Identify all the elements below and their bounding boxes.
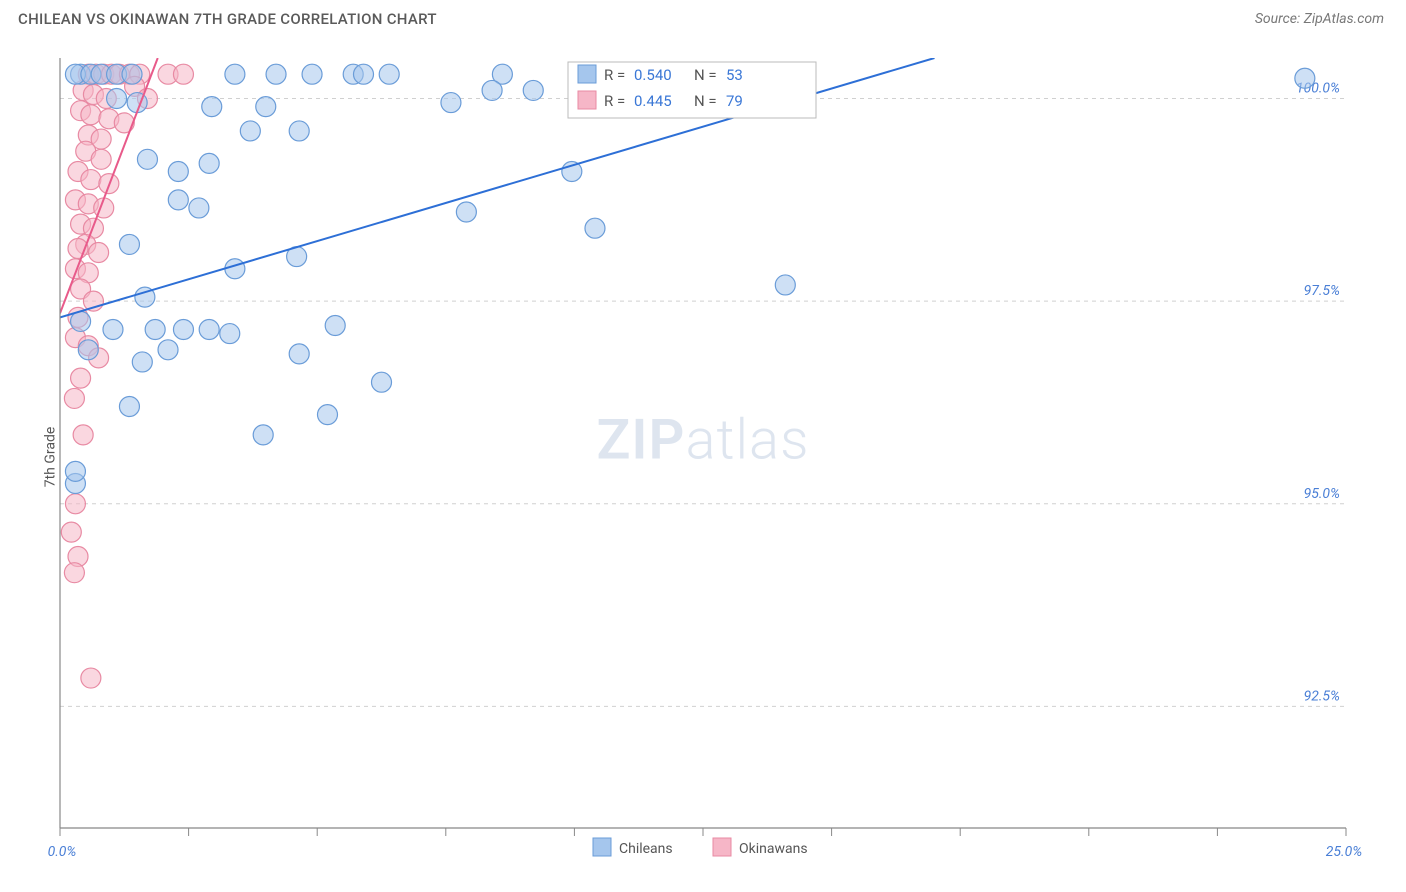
svg-text:0.540: 0.540 <box>634 66 672 84</box>
svg-text:97.5%: 97.5% <box>1304 283 1340 299</box>
chart-source: Source: ZipAtlas.com <box>1255 11 1384 27</box>
svg-text:N =: N = <box>694 66 717 84</box>
svg-text:R =: R = <box>604 92 625 110</box>
chart-title: CHILEAN VS OKINAWAN 7TH GRADE CORRELATIO… <box>18 10 437 28</box>
svg-text:Chileans: Chileans <box>619 841 673 857</box>
svg-text:R =: R = <box>604 66 625 84</box>
chart-header: CHILEAN VS OKINAWAN 7TH GRADE CORRELATIO… <box>0 0 1406 36</box>
svg-text:Okinawans: Okinawans <box>739 841 808 857</box>
svg-text:0.0%: 0.0% <box>48 844 77 860</box>
svg-text:0.445: 0.445 <box>634 92 672 110</box>
svg-text:25.0%: 25.0% <box>1326 844 1362 860</box>
y-axis-label: 7th Grade <box>42 427 58 488</box>
svg-text:92.5%: 92.5% <box>1304 688 1340 704</box>
chart-area: 7th Grade 92.5%95.0%97.5%100.0%ZIPatlas0… <box>18 40 1388 874</box>
svg-text:79: 79 <box>726 92 743 110</box>
scatter-chart-svg: 92.5%95.0%97.5%100.0%ZIPatlas0.0%25.0%Ch… <box>18 40 1388 874</box>
svg-text:N =: N = <box>694 92 717 110</box>
svg-text:ZIPatlas: ZIPatlas <box>597 406 810 472</box>
svg-text:95.0%: 95.0% <box>1304 486 1340 502</box>
svg-text:53: 53 <box>726 66 743 84</box>
